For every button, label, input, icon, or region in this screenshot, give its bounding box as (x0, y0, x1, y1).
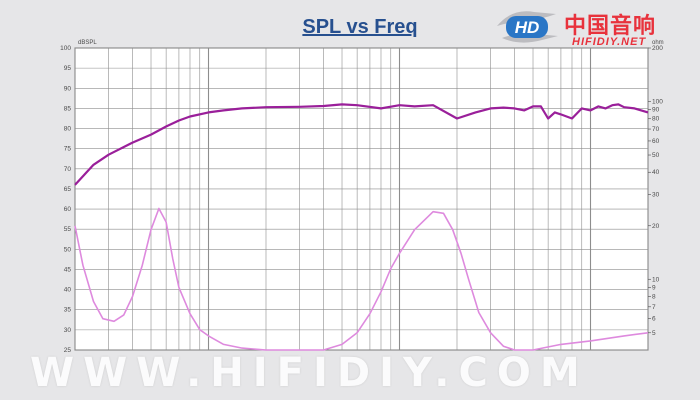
left-tick-label: 45 (64, 266, 72, 273)
right-tick-label: 5 (652, 330, 656, 337)
left-tick-label: 60 (64, 206, 72, 213)
left-tick-label: 65 (64, 186, 72, 193)
grid-lines (74, 47, 649, 351)
left-tick-label: 35 (64, 307, 72, 314)
logo-cn-text: 中国音响 (564, 14, 657, 39)
impedance-curve (74, 207, 649, 351)
left-tick-label: 80 (64, 126, 72, 133)
right-tick-label: 8 (652, 293, 656, 300)
right-tick-label: 10 (652, 276, 660, 283)
left-tick-label: 25 (64, 347, 72, 354)
left-tick-label: 70 (64, 166, 72, 173)
right-tick-label: 50 (652, 152, 660, 159)
left-tick-label: 30 (64, 327, 72, 334)
right-tick-label: 90 (652, 107, 660, 114)
left-tick-label: 75 (64, 146, 72, 153)
right-tick-label: 200 (652, 45, 663, 52)
right-tick-label: 9 (652, 284, 656, 291)
hifidiy-logo: HD 中国音响 HIFIDIY.NET (494, 6, 694, 48)
left-tick-label: 85 (64, 105, 72, 112)
right-axis-label: ohm (652, 40, 664, 46)
chart-title: SPL vs Freq (302, 16, 418, 38)
plot-area (74, 47, 649, 351)
hd-logo-icon: HD (497, 11, 558, 43)
right-tick-label: 60 (652, 138, 660, 145)
watermark-text: WWW.HIFIDIY.COM (30, 350, 589, 396)
left-tick-label: 90 (64, 85, 72, 92)
logo-en-text: HIFIDIY.NET (572, 36, 647, 48)
right-tick-label: 6 (652, 316, 656, 323)
left-tick-label: 50 (64, 246, 72, 253)
right-tick-label: 40 (652, 169, 660, 176)
left-tick-label: 95 (64, 65, 72, 72)
series-layer (74, 103, 649, 351)
right-tick-label: 20 (652, 223, 660, 230)
right-tick-label: 80 (652, 116, 660, 123)
left-tick-label: 55 (64, 226, 72, 233)
spl-curve (74, 103, 649, 186)
right-tick-label: 7 (652, 304, 656, 311)
left-tick-label: 40 (64, 287, 72, 294)
right-tick-label: 70 (652, 126, 660, 133)
left-tick-label: 100 (60, 45, 71, 52)
left-axis-label: dBSPL (78, 40, 97, 46)
logo-mark-text: HD (515, 18, 540, 37)
axis-ticks: 1009590858075706560555045403530252001009… (60, 45, 663, 354)
right-tick-label: 30 (652, 191, 660, 198)
right-tick-label: 100 (652, 99, 663, 106)
